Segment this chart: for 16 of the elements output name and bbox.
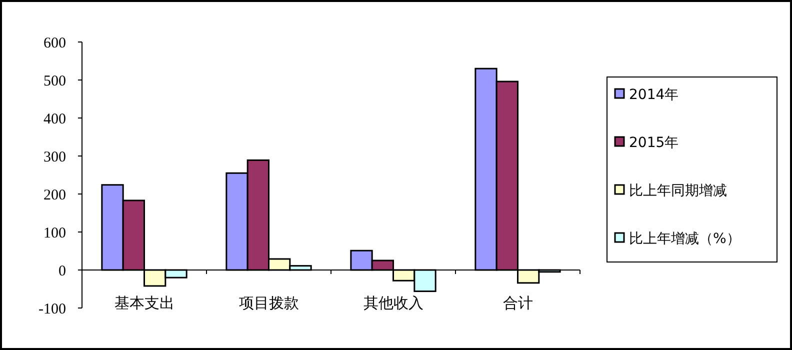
y-tick-label: 500 bbox=[44, 73, 66, 90]
y-tick-label: 0 bbox=[58, 263, 66, 280]
y-tick-label: 300 bbox=[44, 149, 66, 166]
x-tick-label: 合计 bbox=[502, 294, 533, 312]
y-tick-label: 600 bbox=[44, 35, 66, 52]
x-tick-label: 基本支出 bbox=[114, 294, 174, 312]
legend-label: 比上年同期增减 bbox=[629, 182, 727, 199]
y-tick-label: -100 bbox=[38, 301, 66, 318]
legend-label: 2014年 bbox=[629, 86, 679, 103]
y-tick-label: 200 bbox=[44, 187, 66, 204]
legend-label: 比上年增减（%） bbox=[629, 230, 740, 247]
legend-label: 2015年 bbox=[629, 134, 679, 151]
y-tick-label: 400 bbox=[44, 111, 66, 128]
x-tick-label: 项目拨款 bbox=[238, 294, 299, 312]
x-tick-label: 其他收入 bbox=[363, 294, 424, 312]
y-tick-label: 100 bbox=[44, 225, 66, 242]
